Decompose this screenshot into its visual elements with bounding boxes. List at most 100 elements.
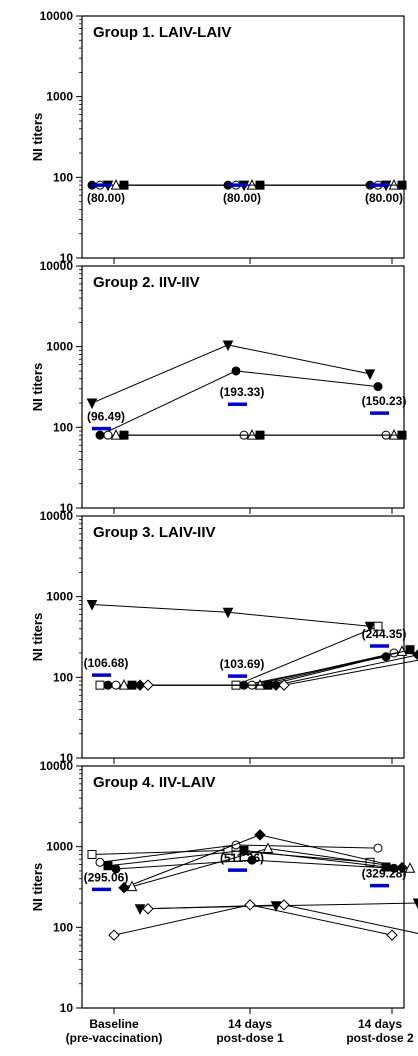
data-point-circle-open	[111, 680, 121, 690]
plot-frame	[81, 15, 405, 259]
data-point-diamond-filled	[254, 829, 266, 841]
x-tick-label: 14 days	[228, 1017, 272, 1031]
data-point-triangle-up-open	[404, 862, 416, 873]
y-tick-label: 100	[53, 920, 73, 934]
data-point-square-filled	[119, 180, 129, 190]
data-point-triangle-up-open	[110, 429, 122, 440]
y-tick-label: 1000	[46, 340, 73, 354]
data-point-diamond-open	[278, 679, 290, 691]
data-point-square-open	[373, 621, 383, 631]
x-tick-label: 14 days	[358, 1017, 402, 1031]
panel-2: 10 100 1000 10000 NI titers Group 2. IIV-IIV (…	[30, 259, 407, 515]
data-point-diamond-open	[142, 903, 154, 915]
geometric-mean-label: (106.68)	[84, 656, 129, 670]
data-point-triangle-down-filled	[364, 621, 376, 633]
data-point-circle-open	[95, 857, 105, 867]
geometric-mean-label: (295.06)	[84, 870, 129, 884]
y-tick-label: 10	[60, 1001, 74, 1015]
geometric-mean-label: (96.49)	[87, 410, 125, 424]
x-tick-label: post-dose 1	[216, 1031, 284, 1045]
data-point-circle-open	[103, 430, 113, 440]
data-point-circle-filled	[103, 680, 113, 690]
panels: 10 100 1000 10000 NI titers Group 1. LAIV-LAI…	[30, 9, 418, 1015]
panel-title: Group 3. LAIV-IIV	[93, 524, 216, 541]
data-point-square-filled	[255, 180, 265, 190]
panel-1: 10 100 1000 10000 NI titers Group 1. LAIV-LAI…	[30, 9, 407, 265]
panel-4: 10 100 1000 10000 NI titers Group 4. IIV-LAIV…	[30, 759, 418, 1015]
y-tick-label: 1000	[46, 590, 73, 604]
geometric-mean-label: (511.26)	[220, 851, 264, 865]
y-tick-label: 10000	[40, 9, 74, 23]
panel-3: 10 100 1000 10000 NI titers Group 3. LAIV-IIV…	[30, 509, 418, 765]
data-point-triangle-down-filled	[86, 398, 98, 410]
data-point-triangle-down-filled	[412, 898, 418, 910]
data-point-triangle-down-filled	[86, 599, 98, 611]
series-line-1	[91, 603, 371, 627]
data-point-circle-filled	[111, 864, 121, 874]
y-tick-label: 100	[53, 670, 73, 684]
x-tick-label: Baseline	[89, 1017, 139, 1031]
data-point-square-filled	[255, 430, 265, 440]
data-point-triangle-up-open	[118, 679, 130, 690]
x-axis-tick-labels: Baseline(pre-vaccination)14 dayspost-dos…	[66, 1017, 414, 1045]
y-tick-label: 10	[60, 251, 74, 265]
data-point-triangle-down-filled	[134, 904, 146, 915]
data-point-circle-filled	[231, 366, 241, 376]
data-point-diamond-open	[108, 929, 120, 941]
data-point-diamond-open	[244, 899, 256, 911]
data-point-square-filled	[397, 430, 407, 440]
geometric-mean-label: (103.69)	[220, 657, 265, 671]
y-axis-label: NI titers	[30, 863, 45, 911]
data-point-triangle-down-filled	[222, 340, 234, 352]
panel-title: Group 4. IIV-LAIV	[93, 774, 216, 791]
y-tick-label: 100	[53, 170, 73, 184]
data-point-triangle-up-open	[262, 842, 274, 853]
data-point-circle-open	[373, 843, 383, 853]
plot-frame	[81, 515, 405, 759]
plot-frame	[81, 765, 405, 1009]
y-axis-label: NI titers	[30, 113, 45, 161]
data-point-triangle-down-filled	[222, 607, 234, 619]
data-point-diamond-open	[278, 899, 290, 911]
y-axis-label: NI titers	[30, 363, 45, 411]
data-point-square-filled	[119, 430, 129, 440]
geometric-mean-label: (150.23)	[362, 394, 407, 408]
y-tick-label: 10	[60, 501, 74, 515]
y-tick-label: 1000	[46, 840, 73, 854]
data-point-square-filled	[405, 645, 415, 655]
y-tick-label: 100	[53, 420, 73, 434]
data-point-diamond-filled	[412, 649, 418, 661]
data-point-triangle-up-open	[110, 179, 122, 190]
data-point-circle-filled	[95, 430, 105, 440]
y-tick-label: 10000	[40, 759, 74, 773]
panel-title: Group 1. LAIV-LAIV	[93, 24, 231, 41]
data-point-triangle-down-filled	[364, 369, 376, 380]
panel-title: Group 2. IIV-IIV	[93, 274, 200, 291]
y-tick-label: 10	[60, 751, 74, 765]
y-tick-label: 1000	[46, 90, 73, 104]
geometric-mean-label: (80.00)	[87, 191, 125, 205]
y-tick-label: 10000	[40, 509, 74, 523]
data-point-diamond-filled	[134, 679, 146, 691]
data-point-triangle-down-filled	[270, 901, 282, 912]
geometric-mean-label: (244.35)	[362, 627, 407, 641]
x-tick-label: (pre-vaccination)	[66, 1031, 163, 1045]
data-point-diamond-open	[386, 929, 398, 941]
data-point-square-filled	[103, 861, 113, 871]
x-tick-label: post-dose 2	[346, 1031, 414, 1045]
data-point-circle-filled	[247, 855, 257, 865]
geometric-mean-label: (80.00)	[365, 191, 403, 205]
data-point-square-open	[95, 680, 105, 690]
series-line-9	[113, 904, 393, 936]
data-point-triangle-up-open	[126, 880, 138, 892]
data-point-diamond-open	[142, 679, 154, 691]
data-point-diamond-filled	[118, 881, 130, 894]
data-point-square-filled	[239, 845, 249, 855]
data-point-circle-filled	[373, 382, 383, 392]
geometric-mean-label: (193.33)	[220, 385, 265, 399]
data-point-square-filled	[397, 180, 407, 190]
y-tick-label: 10000	[40, 259, 74, 273]
plot-frame	[81, 265, 405, 509]
geometric-mean-label: (329.28)	[362, 867, 407, 881]
